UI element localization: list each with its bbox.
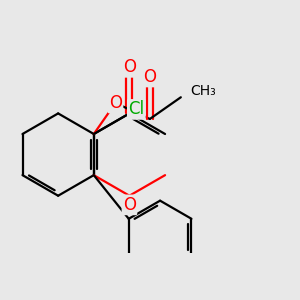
- Text: O: O: [143, 68, 156, 86]
- Text: O: O: [123, 196, 136, 214]
- Text: CH₃: CH₃: [190, 84, 216, 98]
- Text: O: O: [123, 58, 136, 76]
- Text: Cl: Cl: [128, 100, 144, 118]
- Text: O: O: [109, 94, 122, 112]
